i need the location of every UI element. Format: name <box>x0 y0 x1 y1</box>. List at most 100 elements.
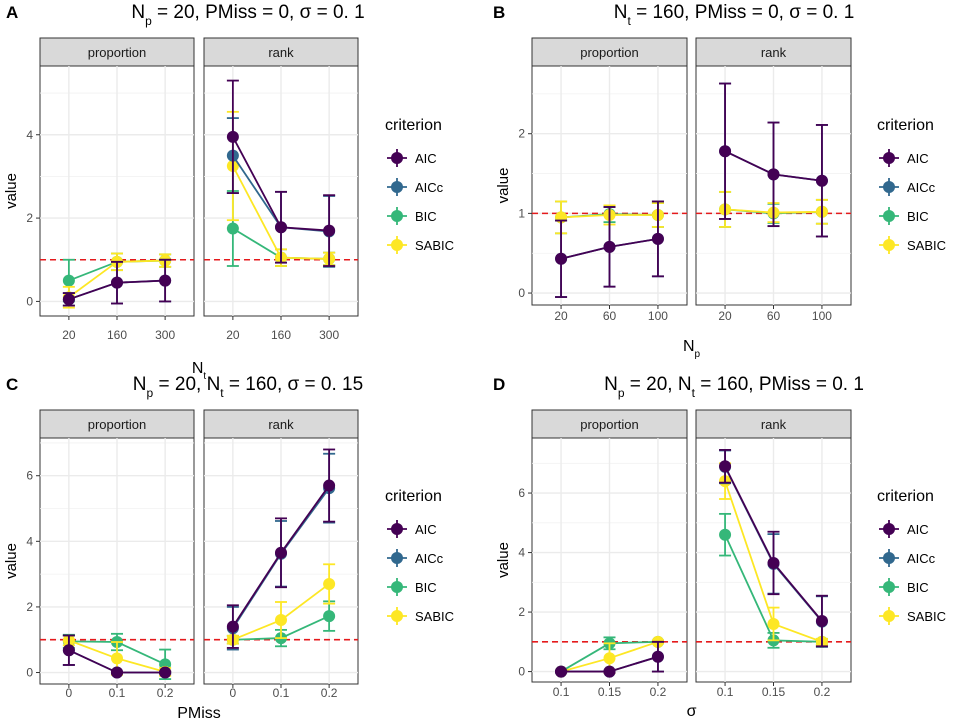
data-point <box>111 652 123 665</box>
x-axis-label-part: t <box>203 371 206 382</box>
legend-key-point <box>883 552 895 564</box>
legend-item-label: AIC <box>415 151 437 166</box>
legend: criterion AIC AICc BIC SABIC <box>877 488 946 625</box>
y-tick-label: 6 <box>26 469 33 483</box>
y-tick-label: 4 <box>26 534 33 548</box>
data-point <box>719 528 732 541</box>
facet-rank: rank 20 60 100 <box>695 37 852 323</box>
legend-item-label: AICc <box>415 551 444 566</box>
facet-strip <box>531 37 688 67</box>
legend-item-label: BIC <box>415 209 437 224</box>
panel-title-part: = 160, σ = 0. 15 <box>224 374 364 395</box>
x-tick-label: 20 <box>226 328 240 342</box>
legend-key-point <box>883 210 895 222</box>
facet-strip <box>695 409 852 439</box>
y-tick-label: 2 <box>26 211 33 225</box>
facet-strip <box>695 37 852 67</box>
legend-key-point <box>883 152 895 164</box>
data-point <box>815 615 828 627</box>
y-axis-label: value <box>495 542 512 578</box>
facet-strip-label: rank <box>761 45 787 60</box>
panel-letter: B <box>493 3 505 22</box>
panel-title-part: N <box>614 2 628 23</box>
panel-title-part: N <box>133 374 147 395</box>
legend-key-point <box>391 523 403 535</box>
legend-key-point <box>883 181 895 193</box>
panel-title-part: t <box>220 386 224 400</box>
y-tick-label: 2 <box>518 127 525 141</box>
x-axis-label: σ <box>687 703 697 720</box>
legend-item-label: BIC <box>415 580 437 595</box>
y-tick-label: 1 <box>518 206 525 220</box>
panel-title-part: = 160, PMiss = 0. 1 <box>695 374 864 395</box>
data-point <box>275 614 287 627</box>
x-tick-label: 60 <box>767 309 781 323</box>
y-axis-label: value <box>3 173 20 209</box>
facet-strip-label: proportion <box>580 45 639 60</box>
panel-title-part: p <box>618 386 625 400</box>
x-tick-label: 0.2 <box>814 685 831 699</box>
data-point <box>226 222 239 235</box>
series-sabic <box>226 563 336 646</box>
panel-title-part: = 160, PMiss = 0, σ = 0. 1 <box>631 2 854 23</box>
panel-title-part: = 20, N <box>153 374 220 395</box>
x-tick-label: 20 <box>62 328 76 342</box>
legend-title: criterion <box>385 488 442 505</box>
facet-strip <box>39 37 195 67</box>
x-tick-label: 0.1 <box>717 685 734 699</box>
x-axis-label-part: p <box>695 349 701 360</box>
panel-letter: D <box>493 375 505 394</box>
x-axis-label: PMiss <box>177 705 221 722</box>
series-aic <box>555 640 664 678</box>
legend: criterion AIC AICc BIC SABIC <box>877 117 946 254</box>
x-axis-label-part: σ <box>687 703 697 720</box>
data-point <box>651 650 664 663</box>
chart-panel-b: B Nt = 160, PMiss = 0, σ = 0. 1 value 0 1 2 Np… <box>493 2 946 360</box>
legend-item-label: BIC <box>907 580 929 595</box>
facet-strip-label: proportion <box>580 417 639 432</box>
panel-title-part: = 20, N <box>625 374 692 395</box>
y-tick-label: 4 <box>26 128 33 142</box>
legend-key-point <box>391 581 403 593</box>
x-tick-label: 300 <box>155 328 175 342</box>
y-tick-label: 0 <box>518 286 525 300</box>
x-tick-label: 20 <box>554 309 568 323</box>
facet-strip-label: proportion <box>88 45 147 60</box>
data-point <box>555 252 568 265</box>
x-tick-label: 0.1 <box>109 686 126 700</box>
chart-panel-d: D Np = 20, Nt = 160, PMiss = 0. 1 value 0 2 4… <box>493 374 946 720</box>
legend-key-point <box>391 181 403 193</box>
facet-rank: rank 0 0.1 0.2 <box>203 409 359 700</box>
legend-key-point <box>391 552 403 564</box>
data-point <box>323 224 336 237</box>
y-tick-label: 2 <box>26 600 33 614</box>
panel-title-part: N <box>604 374 618 395</box>
x-tick-label: 100 <box>812 309 832 323</box>
facet-strip-label: rank <box>268 417 294 432</box>
x-tick-label: 0 <box>230 686 237 700</box>
panel-title-part: t <box>627 14 631 28</box>
facet-strip-label: proportion <box>88 417 147 432</box>
series-aic <box>555 200 664 298</box>
x-axis-label-part: N <box>683 338 695 355</box>
legend-item-label: SABIC <box>415 238 454 253</box>
facet-proportion: proportion 0 0.1 0.2 <box>39 409 195 700</box>
x-axis-label: Nt <box>192 360 207 382</box>
data-point <box>323 479 336 492</box>
y-tick-label: 0 <box>26 666 33 680</box>
facet-proportion: proportion 20 60 100 <box>531 37 688 323</box>
facet-strip-label: rank <box>761 417 787 432</box>
x-tick-label: 0.15 <box>598 685 622 699</box>
series-aic <box>62 258 172 307</box>
y-tick-label: 4 <box>518 546 525 560</box>
legend-key-point <box>391 610 403 622</box>
y-tick-label: 0 <box>26 294 33 308</box>
x-tick-label: 0.1 <box>273 686 290 700</box>
y-axis-label: value <box>495 168 512 204</box>
data-point <box>603 665 616 678</box>
chart-panel-a: A Np = 20, PMiss = 0, σ = 0. 1 value 0 2 4 Nt p… <box>3 2 454 382</box>
series-aic <box>719 449 828 648</box>
x-axis-label-part: N <box>192 360 204 377</box>
legend-key-point <box>883 581 895 593</box>
